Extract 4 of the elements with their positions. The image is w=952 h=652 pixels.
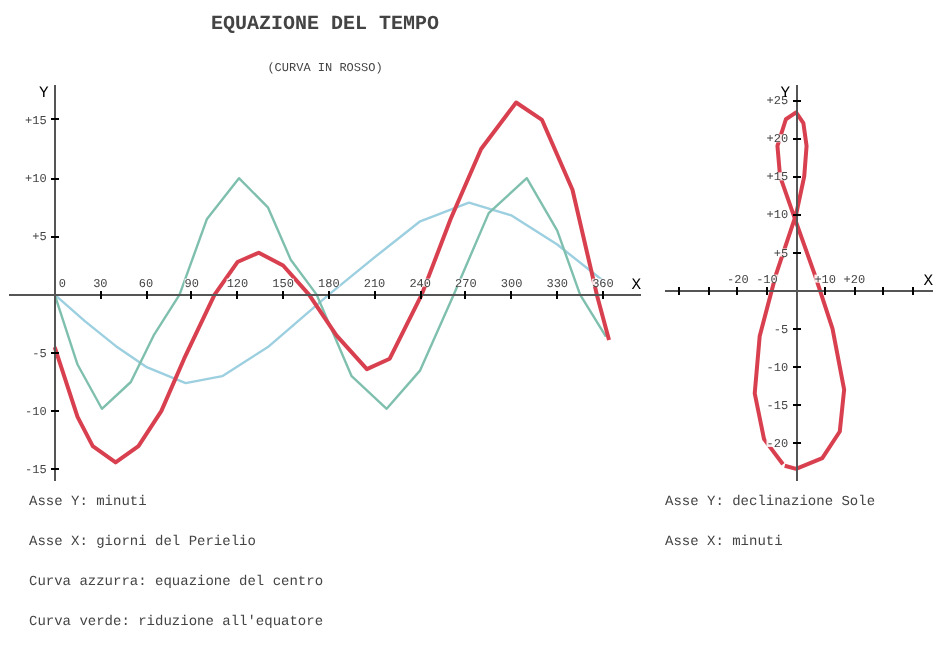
chart-title: EQUAZIONE DEL TEMPO [210,15,440,37]
y-axis-title: Y [39,85,50,103]
x-axis-title: X [923,272,934,291]
x-axis-title: X [631,276,642,295]
